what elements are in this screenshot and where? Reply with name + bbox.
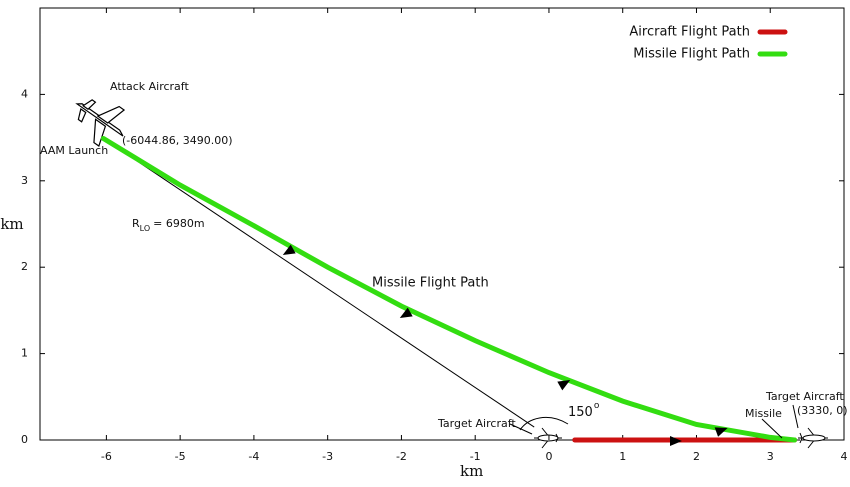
annotation: Missile [745, 407, 782, 420]
annotation: Target Aircraft [437, 417, 516, 430]
y-tick-label: 0 [21, 433, 28, 446]
y-tick-label: 4 [21, 87, 28, 100]
annotation-part: o [594, 401, 600, 411]
attack-aircraft-icon [75, 99, 126, 148]
legend-label: Missile Flight Path [633, 47, 750, 62]
x-tick-label: 4 [841, 450, 848, 463]
target-aircraft-icon [534, 427, 562, 449]
annotation: (3330, 0) [797, 404, 848, 417]
annotation-part: R [132, 217, 140, 230]
x-tick-label: 0 [545, 450, 552, 463]
x-tick-label: -3 [322, 450, 333, 463]
x-tick-label: -1 [470, 450, 481, 463]
direction-arrow [399, 307, 413, 318]
x-axis-label: km [460, 462, 483, 480]
direction-arrow [670, 436, 682, 446]
x-tick-label: 1 [619, 450, 626, 463]
annotation: RLO = 6980m [132, 217, 205, 233]
direction-arrow [557, 380, 571, 391]
x-tick-label: -4 [248, 450, 259, 463]
annotation-part: 150 [568, 405, 593, 420]
annotation: 150o [568, 401, 600, 420]
x-tick-label: -5 [175, 450, 186, 463]
direction-arrow [714, 427, 728, 437]
pointer-line [509, 423, 533, 435]
y-tick-label: 1 [21, 347, 28, 360]
x-tick-label: -6 [101, 450, 112, 463]
pointer-line [792, 404, 799, 429]
line-of-sight [103, 138, 535, 428]
annotation: Target Aircraft [765, 390, 844, 403]
x-tick-label: -2 [396, 450, 407, 463]
y-axis-label: km [0, 215, 23, 233]
x-tick-label: 2 [693, 450, 700, 463]
y-tick-label: 2 [21, 260, 28, 273]
annotation: (-6044.86, 3490.00) [122, 134, 233, 147]
angle-arc [519, 416, 569, 431]
legend-label: Aircraft Flight Path [629, 25, 750, 40]
annotation: AAM Launch [40, 144, 108, 157]
plot-frame [39, 7, 845, 441]
pointer-line [761, 418, 783, 439]
x-tick-label: 3 [767, 450, 774, 463]
direction-arrow [282, 244, 296, 255]
annotation-part: LO [140, 224, 150, 233]
annotation: Missile Flight Path [372, 276, 489, 291]
annotation: Attack Aircraft [110, 80, 189, 93]
target-aircraft-icon [798, 427, 828, 449]
y-tick-label: 3 [21, 174, 28, 187]
annotation-part: = 6980m [153, 217, 204, 230]
